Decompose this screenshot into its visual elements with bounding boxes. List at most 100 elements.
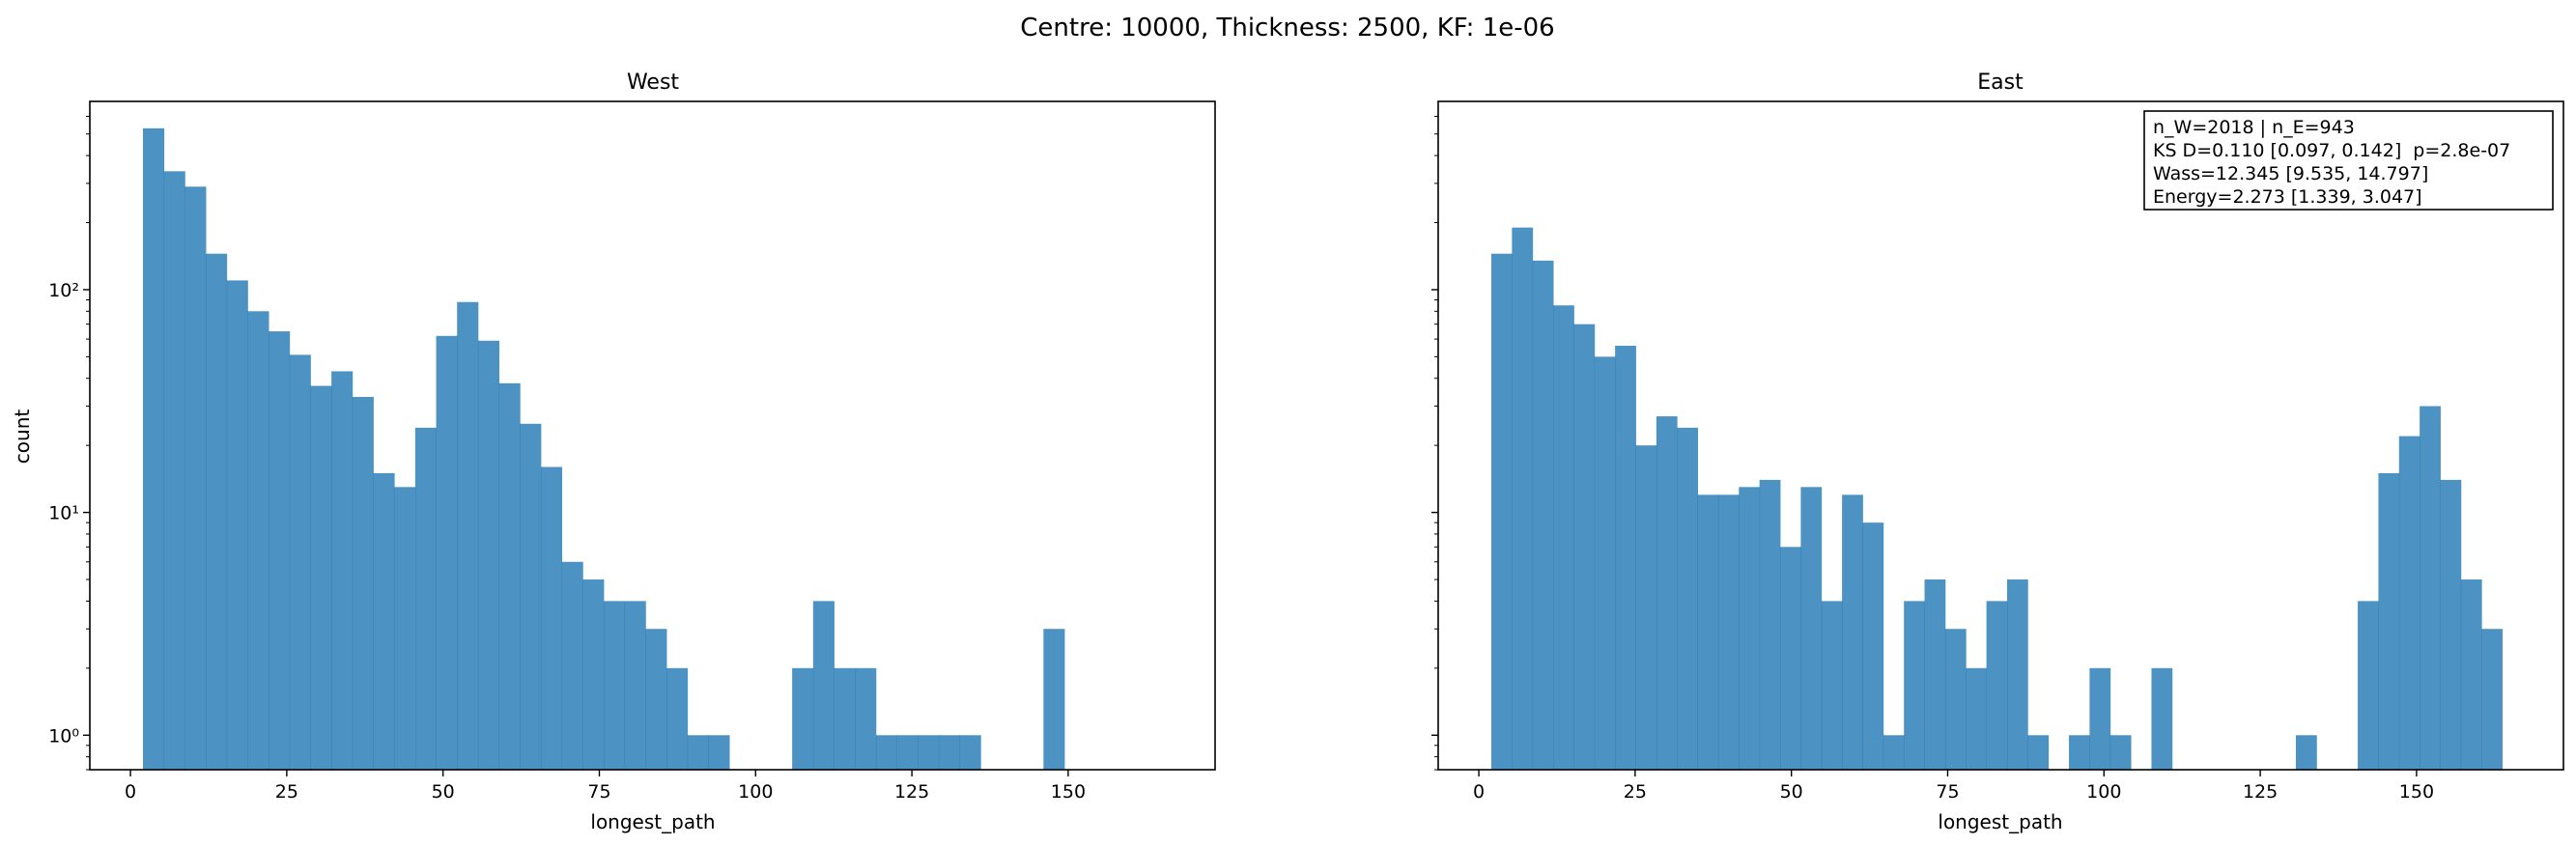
histogram-bar: [2109, 735, 2132, 770]
histogram-bar: [1966, 667, 1988, 770]
histogram-bar: [2358, 601, 2379, 770]
histogram-bar: [226, 280, 248, 770]
panel-west: West 0 25 50 75 100 125 150 10⁰ 10¹ 10² longest_p…: [11, 70, 1216, 833]
x-tick-label: 125: [894, 781, 929, 803]
histogram-bar: [645, 629, 667, 770]
east-axes-frame: [1437, 100, 2564, 771]
histogram-bar: [331, 371, 354, 770]
histogram-bar: [1944, 629, 1967, 770]
histogram-bar: [1491, 253, 1513, 771]
histogram-bar: [561, 561, 583, 770]
histogram-bar: [1821, 601, 1843, 770]
histogram-bar: [918, 735, 940, 770]
histogram-bar: [184, 186, 207, 770]
histogram-bar: [310, 385, 332, 770]
histogram-bar: [498, 382, 521, 770]
histogram-bar: [1656, 416, 1678, 770]
histogram-bar: [687, 735, 709, 770]
histogram-bar: [373, 472, 395, 770]
histogram-bar: [938, 735, 961, 770]
histogram-bar: [959, 735, 981, 770]
stats-line-counts: n_W=2018 | n_E=943: [2153, 117, 2355, 138]
histogram-bar: [352, 397, 374, 770]
x-tick-label: 75: [1936, 781, 1959, 803]
histogram-bar: [604, 601, 626, 770]
figure-suptitle: Centre: 10000, Thickness: 2500, KF: 1e-0…: [1020, 14, 1554, 42]
west-title: West: [627, 70, 679, 95]
histogram-bar: [289, 354, 311, 770]
histogram-bar: [143, 127, 165, 770]
histogram-bar: [394, 487, 416, 770]
x-tick-label: 50: [1780, 781, 1803, 803]
histogram-bar: [247, 311, 269, 770]
histogram-bar: [1904, 601, 1925, 770]
histogram-bar: [2069, 735, 2090, 770]
histogram-bar: [1924, 579, 1946, 770]
histogram-bar: [812, 601, 835, 770]
histogram-bar: [2151, 667, 2173, 770]
histogram-bar: [1759, 479, 1781, 770]
x-tick-label: 150: [2399, 781, 2434, 803]
histogram-bar: [2440, 479, 2462, 770]
histogram-bar: [1043, 629, 1065, 770]
histogram-bar: [269, 331, 291, 770]
stats-annotation-frame: [2143, 110, 2554, 211]
histogram-bar: [163, 171, 185, 771]
histogram-bar: [1739, 487, 1761, 770]
east-title: East: [1977, 70, 2024, 95]
histogram-bar: [834, 667, 856, 770]
histogram-bar: [2027, 735, 2050, 770]
stats-line-energy: Energy=2.273 [1.339, 3.047]: [2153, 186, 2422, 208]
x-tick-label: 25: [1624, 781, 1647, 803]
histogram-bar: [1862, 522, 1884, 770]
histogram-bar: [624, 601, 646, 770]
histogram-bar: [2420, 406, 2441, 770]
x-tick-label: 25: [275, 781, 298, 803]
histogram-bar: [1553, 305, 1574, 770]
x-tick-label: 0: [125, 781, 136, 803]
histogram-bar: [1717, 494, 1740, 770]
histogram-bar: [1677, 427, 1698, 770]
histogram-bar: [582, 579, 605, 770]
x-tick-label: 100: [738, 781, 773, 803]
histogram-bar: [414, 427, 437, 770]
x-tick-label: 150: [1051, 781, 1086, 803]
histogram-bar: [2398, 436, 2420, 770]
west-ticks: 0 25 50 75 100 125 150 10⁰ 10¹ 10²: [48, 115, 1086, 803]
histogram-bar: [1800, 487, 1823, 770]
panel-east: East 0 25 50 75 100 125 150 longest_path n_W=2…: [1431, 70, 2564, 833]
east-bars: [1491, 227, 2503, 771]
histogram-bar: [206, 253, 228, 771]
stats-line-wass: Wass=12.345 [9.535, 14.797]: [2153, 163, 2428, 184]
x-tick-label: 50: [432, 781, 455, 803]
west-xlabel: longest_path: [590, 810, 715, 833]
histogram-bar: [2006, 579, 2028, 770]
east-ticks: 0 25 50 75 100 125 150: [1431, 115, 2434, 803]
histogram-bar: [436, 335, 458, 770]
x-tick-label: 0: [1473, 781, 1485, 803]
histogram-bar: [1594, 356, 1616, 770]
west-ylabel: count: [11, 409, 34, 465]
histogram-bar: [1532, 260, 1554, 770]
histogram-bar: [666, 667, 689, 770]
histogram-bar: [2460, 579, 2482, 770]
histogram-bar: [2089, 667, 2111, 770]
histogram-bar: [2295, 735, 2317, 770]
histogram-bar: [1986, 601, 2008, 770]
histogram-bar: [1512, 227, 1534, 770]
west-axes-frame: [89, 100, 1216, 771]
histogram-bar: [1842, 494, 1863, 770]
histogram-bar: [1615, 346, 1636, 770]
histogram-bar: [1882, 735, 1905, 770]
y-tick-label: 10²: [48, 280, 79, 301]
histogram-bar: [1635, 445, 1657, 770]
histogram-bar: [520, 423, 542, 770]
histogram-bar: [2481, 629, 2503, 770]
histogram-bar: [875, 735, 897, 770]
y-tick-label: 10¹: [48, 503, 79, 524]
x-tick-label: 75: [587, 781, 610, 803]
x-tick-label: 125: [2243, 781, 2278, 803]
histogram-bar: [896, 735, 919, 770]
stats-annotation-box: n_W=2018 | n_E=943 KS D=0.110 [0.097, 0.…: [2143, 110, 2554, 211]
